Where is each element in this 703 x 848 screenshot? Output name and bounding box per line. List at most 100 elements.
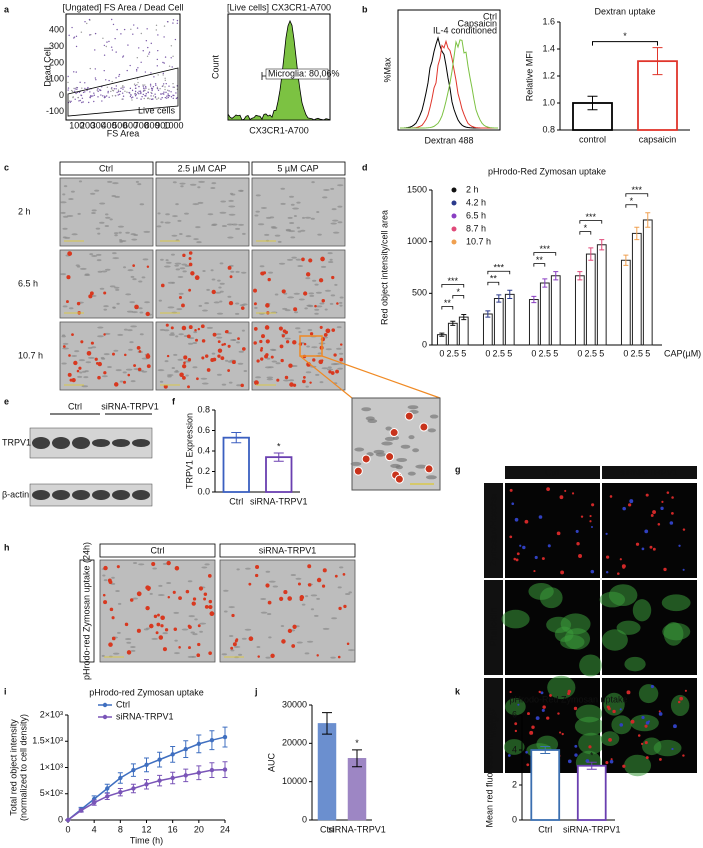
micrograph-cell [176, 308, 183, 311]
micrograph-red-cell [210, 358, 215, 363]
event-dot [93, 100, 95, 103]
micrograph-cell [184, 212, 189, 215]
event-dot [89, 91, 91, 93]
micrograph-red-cell [129, 598, 134, 602]
micrograph-cell [280, 625, 285, 628]
micrograph-cell [348, 591, 353, 594]
micrograph-red-cell [97, 361, 102, 367]
micrograph-cell [87, 356, 95, 359]
micrograph-cell [289, 195, 295, 198]
micrograph-cell [295, 327, 301, 330]
scatter-plot-area [65, 13, 181, 121]
micrograph-cell [206, 326, 214, 329]
bar [482, 313, 493, 346]
micrograph-red-cell [265, 583, 270, 588]
micrograph-red-cell [333, 353, 337, 357]
micrograph-red-cell [207, 574, 212, 578]
column-header: 2.5 µM CAP [178, 163, 227, 173]
zoom-red-cell [389, 428, 399, 438]
fluor-dot [567, 692, 571, 696]
legend-label: Ctrl [116, 699, 130, 709]
event-dot [70, 100, 72, 102]
row-label: 2 h [18, 206, 31, 216]
event-dot [166, 95, 168, 97]
legend-label: Ctrl [483, 11, 497, 21]
micrograph-cell [297, 230, 302, 233]
micrograph-cell [96, 259, 102, 262]
x-tick-label: 24 [220, 824, 230, 834]
event-dot [131, 89, 134, 92]
event-dot [136, 70, 138, 72]
micrograph-cell [228, 213, 236, 216]
error-bar [652, 47, 663, 76]
event-dot [80, 31, 83, 33]
micrograph-cell [236, 341, 240, 344]
micrograph-red-cell [127, 373, 131, 377]
event-dot [175, 97, 178, 100]
micrograph-cell [255, 210, 260, 213]
cell-actin [624, 656, 646, 672]
micrograph-red-cell [201, 339, 206, 343]
cell-actin [578, 732, 605, 755]
event-dot [75, 45, 78, 48]
micrograph-red-cell [183, 361, 186, 365]
micrograph-red-cell [328, 370, 332, 374]
event-dot [137, 92, 139, 94]
error-bar [540, 746, 551, 754]
fluor-dot [559, 495, 564, 500]
x-tick-label: Ctrl [320, 824, 334, 834]
micrograph-cell [129, 301, 136, 304]
micrograph-red-cell [90, 341, 94, 345]
micrograph-cell [297, 265, 304, 268]
micrograph-red-cell [212, 332, 217, 337]
fluor-dot [659, 758, 662, 761]
micrograph-cell [328, 260, 334, 263]
micrograph-red-cell [308, 258, 313, 263]
micrograph-cell [118, 231, 122, 234]
micrograph-red-cell [231, 360, 236, 365]
series-line [67, 736, 226, 821]
micrograph-red-cell [124, 353, 127, 357]
micrograph-red-cell [186, 334, 191, 339]
micrograph-cell [298, 298, 305, 301]
x-tick-label: 200 [80, 120, 95, 130]
event-dot [90, 95, 92, 97]
micrograph-red-cell [167, 595, 171, 599]
event-dot [94, 49, 96, 51]
fluor-dot [609, 495, 613, 498]
micrograph-cell [159, 380, 164, 383]
fluor-dot [588, 745, 592, 749]
micrograph-cell [125, 293, 132, 296]
micrograph-cell [101, 375, 108, 378]
event-dot [136, 78, 139, 80]
micrograph-cell [287, 216, 293, 219]
fluor-dot [540, 691, 544, 695]
micrograph-red-cell [339, 357, 344, 362]
micrograph-cell [117, 602, 122, 605]
micrograph-cell [175, 335, 179, 338]
micrograph-cell [62, 227, 68, 230]
event-dot [77, 96, 79, 99]
micrograph-cell [174, 262, 182, 265]
micrograph-cell [265, 656, 271, 659]
micrograph-red-cell [231, 613, 235, 618]
bar [530, 749, 561, 821]
micrograph-cell [407, 471, 416, 476]
event-dot [93, 94, 96, 96]
micrograph-cell [213, 301, 220, 304]
micrograph-red-cell [145, 605, 150, 611]
fluor-dot [666, 491, 670, 494]
micrograph-red-cell [173, 627, 178, 631]
micrograph-cell [241, 329, 245, 332]
micrograph-cell [164, 360, 169, 363]
significance-bracket [487, 281, 500, 286]
fluor-dot [645, 756, 649, 760]
micrograph-cell [138, 563, 145, 566]
event-dot [154, 96, 157, 98]
micrograph-cell [130, 275, 135, 278]
bar [222, 436, 250, 493]
micrograph-cell [245, 567, 251, 570]
event-dot [87, 86, 89, 89]
fluor-dot [652, 547, 656, 551]
fluor-dot [682, 568, 685, 571]
